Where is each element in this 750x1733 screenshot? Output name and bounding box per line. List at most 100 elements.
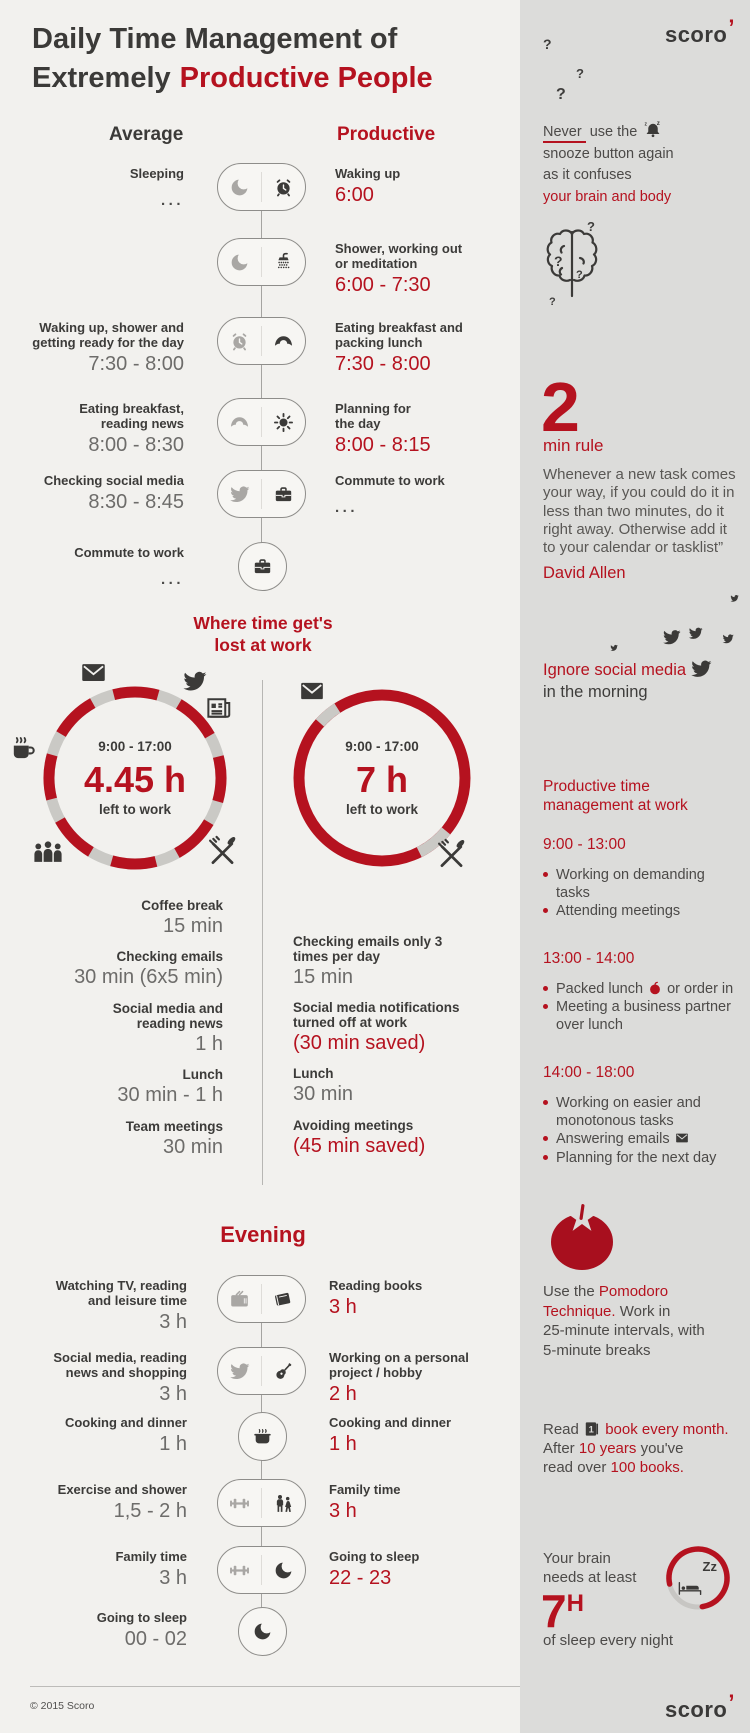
social-tip-line1: Ignore social media bbox=[543, 658, 712, 682]
timeline-row: Eating breakfast, reading news 8:00 - 8:30… bbox=[0, 398, 520, 456]
productive-activity: Cooking and dinner 1 h bbox=[329, 1415, 451, 1455]
twitter-icon bbox=[722, 633, 734, 645]
quote-author: David Allen bbox=[543, 564, 626, 582]
item-label: Lunch bbox=[182, 1067, 224, 1082]
item-label: reading news bbox=[136, 1016, 223, 1031]
coffee-icon bbox=[8, 732, 39, 763]
people-icon bbox=[31, 834, 65, 868]
item-label: Social media and bbox=[112, 1001, 223, 1016]
bullet-dot bbox=[543, 986, 548, 991]
tips-sidebar: scoro’ ????? Never use the z z snooze butt… bbox=[520, 0, 750, 1733]
activity-label: Sleeping bbox=[129, 166, 184, 181]
copyright: © 2015 Scoro bbox=[30, 1700, 95, 1712]
tv-icon bbox=[229, 1289, 250, 1310]
item-label: Lunch bbox=[293, 1066, 334, 1081]
activity-label: Cooking and dinner bbox=[64, 1415, 187, 1430]
item-label: Team meetings bbox=[125, 1119, 223, 1134]
schedule-title-line2: management at work bbox=[543, 796, 688, 814]
schedule-item-line: over lunch bbox=[556, 1016, 743, 1034]
average-activity: Commute to work... bbox=[0, 545, 184, 588]
productive-activity: Planning for the day 8:00 - 8:15 bbox=[335, 401, 431, 456]
time-loss-item: Checking emails only 3 times per day 15 mi… bbox=[293, 934, 513, 988]
text-segment: Answering emails bbox=[556, 1131, 674, 1148]
schedule-item: Working on demanding tasks bbox=[543, 866, 743, 902]
activity-label: Waking up, shower and bbox=[39, 320, 184, 335]
pill-divider bbox=[261, 479, 262, 509]
productive-activity: Commute to work... bbox=[335, 473, 445, 516]
timeline-row: Family time 3 h Going to sleep 22 - 23 bbox=[0, 1546, 520, 1596]
schedule-item-line: Answering emails bbox=[556, 1130, 743, 1148]
text-segment: Use the bbox=[543, 1283, 599, 1300]
bullet-dot bbox=[543, 1004, 548, 1010]
activity-time: 1,5 - 2 h bbox=[113, 1500, 187, 1522]
zz-text: Zz bbox=[702, 1559, 717, 1574]
moon-icon bbox=[273, 1560, 294, 1581]
schedule-block: 14:00 - 18:00 Working on easier and monoto… bbox=[543, 1064, 743, 1167]
social-tip-line2: in the morning bbox=[543, 682, 648, 701]
activity-label: Exercise and shower bbox=[57, 1482, 187, 1497]
page-title: Daily Time Management of Extremely Produc… bbox=[32, 20, 433, 98]
activity-icons-pill bbox=[217, 238, 306, 286]
activity-label: reading news bbox=[100, 416, 184, 431]
schedule-items: Working on demanding tasks Attending meeti… bbox=[543, 866, 743, 921]
scoro-logo[interactable]: scoro’ bbox=[665, 15, 735, 48]
activity-label: getting ready for the day bbox=[32, 335, 184, 350]
pomodoro-tomato-icon bbox=[544, 1198, 620, 1272]
schedule-item: Answering emails bbox=[543, 1130, 743, 1148]
text-segment: Never bbox=[543, 124, 586, 143]
item-value: 1 h bbox=[195, 1033, 223, 1055]
sleep-hours-number: 7 bbox=[541, 1585, 567, 1637]
twitter-icon bbox=[610, 644, 618, 652]
twitter-icon bbox=[182, 669, 207, 694]
schedule-items: Packed lunch or order in Meeting a busine… bbox=[543, 980, 743, 1035]
quote-line: right away. Otherwise add it bbox=[543, 520, 727, 538]
activity-icons-pill bbox=[217, 1546, 306, 1594]
average-activity: Sleeping... bbox=[0, 166, 184, 209]
average-activity: Waking up, shower and getting ready for t… bbox=[0, 320, 184, 375]
activity-time: ... bbox=[160, 192, 184, 209]
average-activity: Social media, reading news and shopping 3 … bbox=[0, 1350, 187, 1405]
schedule-item-line: Attending meetings bbox=[556, 902, 743, 920]
average-activity: Cooking and dinner 1 h bbox=[0, 1415, 187, 1455]
item-label: times per day bbox=[293, 949, 381, 964]
quote-line: Whenever a new task comes bbox=[543, 466, 736, 483]
scoro-logo-bottom[interactable]: scoro’ bbox=[665, 1690, 735, 1723]
moon-icon bbox=[229, 177, 250, 198]
activity-time: 00 - 02 bbox=[124, 1628, 187, 1650]
text-line: 5-minute breaks bbox=[543, 1341, 705, 1361]
svg-text:?: ? bbox=[554, 253, 563, 269]
activity-label: Reading books bbox=[329, 1278, 423, 1293]
activity-label: Social media, reading bbox=[53, 1350, 187, 1365]
title-line1: Daily Time Management of bbox=[32, 23, 398, 55]
text-segment: 10 years bbox=[578, 1440, 637, 1457]
sleep-line2: needs at least bbox=[543, 1568, 637, 1586]
cutlery-icon bbox=[436, 838, 467, 869]
timeline-row: Sleeping... Waking up 6:00 bbox=[0, 163, 520, 213]
text-segment: or order in bbox=[663, 981, 734, 997]
pill-divider bbox=[261, 1488, 262, 1518]
activity-label: Waking up bbox=[335, 166, 401, 181]
question-mark: ? bbox=[549, 296, 556, 308]
item-value: 30 min bbox=[162, 1136, 223, 1158]
timeline-row: Shower, working out or meditation 6:00 - 7… bbox=[0, 238, 520, 296]
text-line: as it confuses bbox=[543, 165, 674, 187]
briefcase-icon bbox=[273, 484, 294, 505]
family-icon bbox=[273, 1493, 294, 1514]
productive-workday-ring bbox=[293, 689, 471, 867]
timeline-row: Waking up, shower and getting ready for t… bbox=[0, 317, 520, 375]
apple-icon bbox=[648, 981, 662, 995]
activity-icon-circle bbox=[238, 1412, 287, 1461]
bullet-dot bbox=[543, 1154, 548, 1160]
moon-icon bbox=[229, 252, 250, 273]
text-line: read over 100 books. bbox=[543, 1458, 729, 1477]
activity-icons-pill bbox=[217, 317, 306, 365]
activity-label: or meditation bbox=[335, 256, 418, 271]
schedule-item: Working on easier and monotonous tasks bbox=[543, 1094, 743, 1130]
average-activity: Watching TV, reading and leisure time 3 h bbox=[0, 1278, 187, 1333]
text-segment: Planning for the next day bbox=[556, 1149, 717, 1166]
cutlery-icon bbox=[207, 835, 238, 866]
evening-section-title: Evening bbox=[220, 1222, 306, 1247]
text-line: snooze button again bbox=[543, 144, 674, 166]
david-allen-quote: Whenever a new task comes your way, if yo… bbox=[543, 466, 736, 557]
average-activity: Exercise and shower 1,5 - 2 h bbox=[0, 1482, 187, 1522]
